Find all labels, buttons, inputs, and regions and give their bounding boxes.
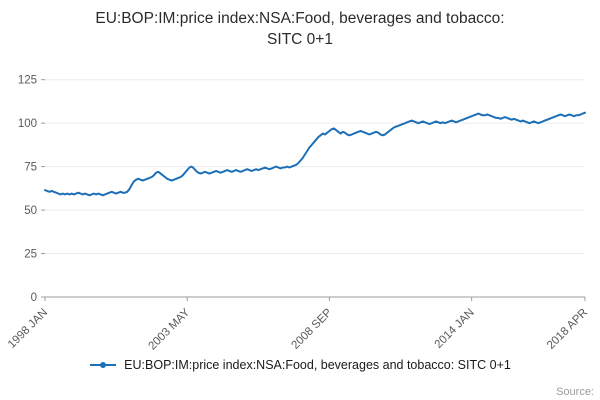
chart-area: 0 25 50 75 100 125 1998 JAN 2003 MAY 2008 SEP 201…	[0, 52, 600, 354]
legend: EU:BOP:IM:price index:NSA:Food, beverage…	[0, 358, 600, 372]
x-tick-label: 2003 MAY	[146, 306, 192, 352]
y-tick-label: 100	[18, 118, 37, 130]
source-label: Source:	[556, 386, 594, 398]
series-line	[44, 111, 586, 197]
y-tick-label: 75	[24, 162, 37, 174]
legend-line-marker	[90, 362, 117, 368]
chart-title-line1: EU:BOP:IM:price index:NSA:Food, beverage…	[95, 10, 505, 27]
x-tick-label: 2018 APR	[545, 307, 590, 352]
y-tick-label: 25	[24, 249, 37, 261]
price-index-chart: 0 25 50 75 100 125 1998 JAN 2003 MAY 2008 SEP 201…	[6, 75, 590, 353]
y-tick-label: 125	[18, 75, 37, 87]
legend-item[interactable]: EU:BOP:IM:price index:NSA:Food, beverage…	[89, 358, 511, 372]
chart-title: EU:BOP:IM:price index:NSA:Food, beverage…	[0, 9, 600, 51]
x-tick-label: 2008 SEP	[289, 306, 334, 351]
x-tick-label: 1998 JAN	[6, 307, 50, 351]
y-tick-label: 50	[24, 205, 37, 217]
x-tick-label: 2014 JAN	[433, 307, 477, 351]
y-tick-label: 0	[31, 292, 37, 304]
legend-label: EU:BOP:IM:price index:NSA:Food, beverage…	[124, 358, 511, 372]
chart-title-line2: SITC 0+1	[267, 30, 333, 48]
